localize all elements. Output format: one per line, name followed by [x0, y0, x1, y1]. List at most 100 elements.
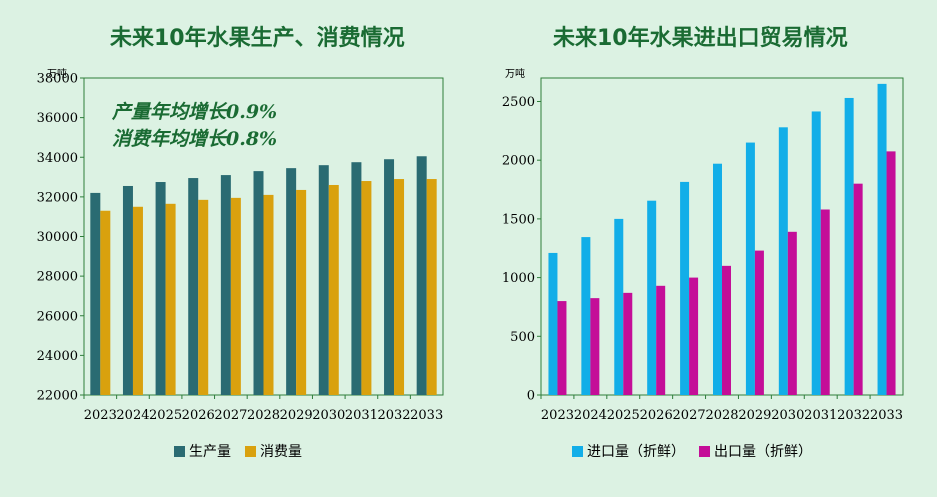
chart1-y-tick-label: 32000 — [37, 190, 78, 205]
chart2-legend-item: 出口量（折鲜） — [699, 444, 812, 460]
chart1-annotation: 产量年均增长0.9% — [111, 101, 277, 123]
chart1-bar-b-2031 — [361, 181, 372, 395]
chart1-x-tick-label: 2028 — [247, 408, 280, 423]
chart2-bar-a-2023 — [548, 252, 558, 395]
chart1-y-tick-label: 28000 — [37, 270, 78, 285]
chart1-bar-a-2026 — [188, 178, 199, 395]
chart1-x-tick-label: 2026 — [182, 408, 215, 423]
chart1-x-tick-label: 2031 — [345, 408, 378, 423]
chart2-x-tick-label: 2029 — [738, 408, 771, 423]
chart1-bar-a-2030 — [318, 165, 329, 395]
chart1-bar-a-2029 — [286, 168, 297, 395]
chart1-x-tick-label: 2032 — [377, 408, 410, 423]
chart2-bar-a-2025 — [614, 218, 624, 395]
chart1-legend-swatch — [174, 446, 185, 457]
chart1-y-tick-label: 30000 — [37, 230, 78, 245]
chart2-legend-swatch — [572, 446, 583, 457]
chart1-legend-label: 生产量 — [189, 444, 231, 460]
chart2-x-tick-label: 2028 — [705, 408, 738, 423]
chart1-legend-item: 生产量 — [174, 444, 231, 460]
chart1-x-tick-label: 2023 — [84, 408, 117, 423]
chart1-bar-a-2027 — [220, 175, 231, 395]
chart1-bar-b-2029 — [296, 189, 307, 395]
chart1-x-tick-label: 2029 — [280, 408, 313, 423]
chart1-x-tick-label: 2033 — [410, 408, 443, 423]
chart1-x-tick-label: 2030 — [312, 408, 345, 423]
chart1-y-tick-label: 34000 — [37, 151, 78, 166]
chart1-bar-b-2033 — [426, 179, 437, 395]
chart1-bar-a-2033 — [416, 156, 427, 395]
chart2-legend-item: 进口量（折鲜） — [572, 444, 685, 460]
chart1-y-tick-label: 24000 — [37, 349, 78, 364]
chart2-y-tick-label: 2000 — [502, 154, 535, 169]
chart1-bar-b-2032 — [394, 179, 405, 395]
chart1-bar-b-2028 — [263, 194, 274, 395]
chart2-bar-a-2029 — [745, 142, 755, 395]
chart2-y-tick-label: 500 — [510, 330, 535, 345]
chart2-bar-b-2029 — [754, 250, 764, 395]
chart2-bar-a-2028 — [713, 163, 722, 395]
chart1-bar-b-2027 — [230, 197, 241, 395]
chart1-y-tick-label: 38000 — [37, 72, 78, 87]
chart2-bar-a-2030 — [778, 127, 788, 396]
chart2-bar-a-2027 — [680, 181, 690, 395]
chart2-bar-b-2031 — [820, 209, 830, 395]
chart1-legend: 生产量 消费量 — [174, 441, 316, 461]
chart1-bar-b-2024 — [132, 206, 143, 395]
chart2-y-tick-label: 1500 — [502, 212, 535, 227]
chart2-unit-label: 万吨 — [505, 67, 525, 80]
chart1-x-tick-label: 2027 — [214, 408, 247, 423]
chart2-bar-b-2024 — [590, 298, 600, 395]
chart2-y-tick-label: 2500 — [502, 95, 535, 110]
chart1-x-tick-label: 2024 — [116, 408, 149, 423]
chart1-legend-swatch — [245, 446, 256, 457]
chart1-bar-b-2030 — [328, 184, 339, 395]
chart2-legend-label: 进口量（折鲜） — [587, 444, 685, 460]
chart1-title: 未来10年水果生产、消费情况 — [110, 26, 405, 51]
chart2-bar-b-2028 — [722, 265, 731, 395]
chart2-y-tick-label: 1000 — [502, 271, 535, 286]
chart2-bar-a-2032 — [844, 97, 854, 395]
chart2-legend-label: 出口量（折鲜） — [714, 444, 812, 460]
chart2-bar-b-2030 — [787, 231, 797, 395]
chart2-x-tick-label: 2024 — [574, 408, 607, 423]
chart2-y-tick-label: 0 — [527, 389, 535, 404]
chart2-x-tick-label: 2023 — [541, 408, 574, 423]
chart1-x-tick-label: 2025 — [149, 408, 182, 423]
chart2-legend: 进口量（折鲜） 出口量（折鲜） — [572, 441, 826, 461]
chart2-x-tick-label: 2033 — [870, 408, 903, 423]
chart1-y-tick-label: 26000 — [37, 309, 78, 324]
chart1-unit-label: 万吨 — [47, 67, 67, 80]
chart2-bar-a-2033 — [877, 83, 887, 396]
chart2-legend-swatch — [699, 446, 710, 457]
chart2-bar-b-2027 — [689, 277, 699, 395]
chart2-bar-a-2024 — [581, 237, 591, 395]
chart2-x-tick-label: 2026 — [640, 408, 673, 423]
chart1-bar-a-2032 — [384, 159, 395, 395]
chart1-bar-a-2023 — [90, 192, 101, 395]
chart1-bar-b-2026 — [198, 199, 209, 395]
chart1-legend-label: 消费量 — [260, 444, 302, 460]
chart1-bar-b-2023 — [100, 210, 111, 395]
chart2-bar-a-2031 — [811, 111, 821, 395]
chart2-bar-b-2023 — [557, 301, 567, 395]
chart1-bar-a-2024 — [122, 185, 133, 395]
chart1-y-tick-label: 22000 — [37, 389, 78, 404]
chart2-x-tick-label: 2025 — [607, 408, 640, 423]
chart2-bar-a-2026 — [647, 200, 657, 395]
chart1-bar-a-2031 — [351, 162, 362, 395]
chart2-x-tick-label: 2027 — [673, 408, 706, 423]
chart2-x-tick-label: 2032 — [837, 408, 870, 423]
chart1-y-tick-label: 36000 — [37, 111, 78, 126]
chart2-title: 未来10年水果进出口贸易情况 — [553, 26, 848, 51]
chart1-bar-b-2025 — [165, 203, 176, 395]
chart1-annotation: 消费年均增长0.8% — [112, 128, 277, 150]
chart2-bar-b-2033 — [886, 151, 896, 395]
chart2-bar-b-2026 — [656, 285, 666, 395]
chart2-x-tick-label: 2030 — [771, 408, 804, 423]
chart1-bar-a-2025 — [155, 182, 166, 395]
chart2-bar-b-2032 — [853, 183, 863, 395]
chart2-x-tick-label: 2031 — [804, 408, 837, 423]
chart2-bar-b-2025 — [623, 292, 633, 395]
